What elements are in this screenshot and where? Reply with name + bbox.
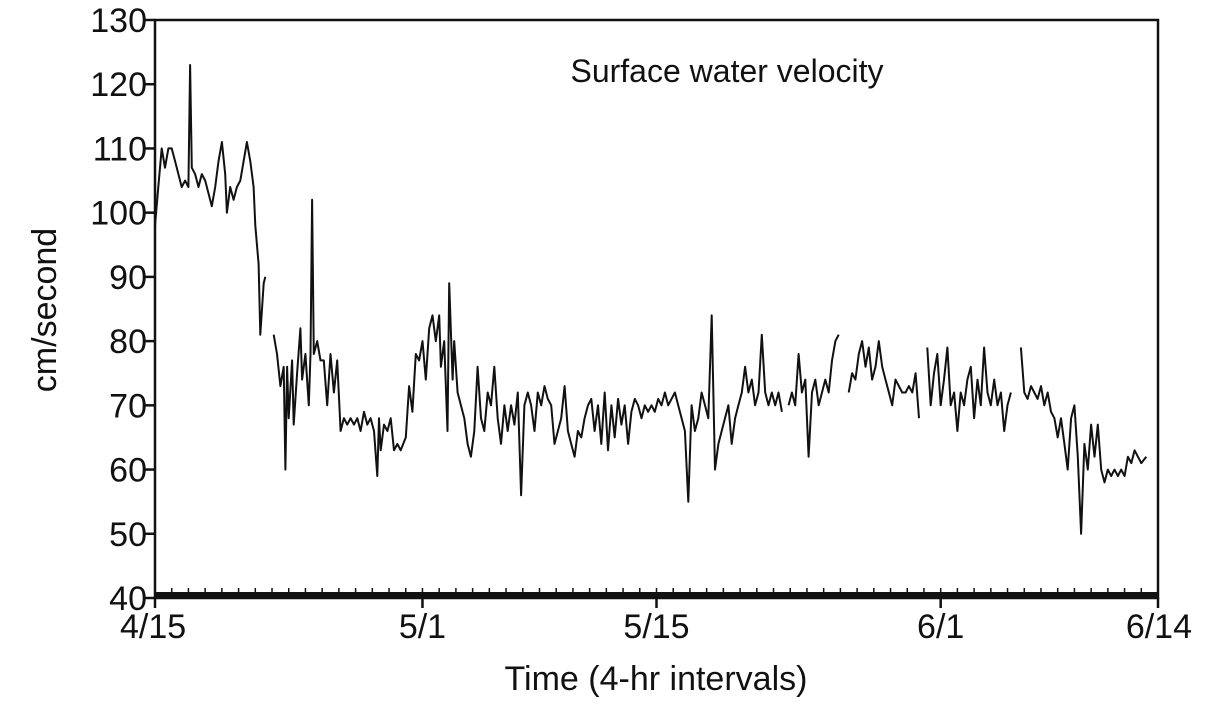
y-tick-label: 60	[109, 452, 147, 490]
x-tick-label: 4/15	[120, 608, 186, 646]
y-tick-label: 80	[109, 323, 147, 361]
plot-frame	[153, 18, 1160, 600]
y-tick-label: 100	[90, 195, 147, 233]
y-tick-label: 50	[109, 516, 147, 554]
y-tick-label: 130	[90, 2, 147, 40]
series-line	[272, 198, 783, 503]
x-tick-label: 5/1	[399, 608, 446, 646]
x-tick-label: 6/1	[917, 608, 964, 646]
x-axis-label: Time (4-hr intervals)	[505, 660, 808, 698]
series-line	[847, 340, 920, 419]
x-tick-label: 5/15	[623, 608, 689, 646]
y-tick-label: 70	[109, 387, 147, 425]
series-line	[926, 346, 1012, 432]
series-line	[1019, 347, 1148, 535]
y-tick-label: 110	[93, 130, 147, 168]
y-axis: 40 50 60 70 80 90 100 110 120 130	[90, 2, 155, 618]
y-axis-label: cm/second	[26, 228, 64, 392]
x-tick-label: 6/14	[1126, 608, 1192, 646]
series-line	[154, 64, 267, 336]
x-axis: 4/15 5/1 5/15 6/1 6/14	[120, 588, 1192, 646]
y-tick-label: 90	[109, 259, 147, 297]
chart-title: Surface water velocity	[570, 53, 883, 89]
y-tick-label: 120	[90, 66, 147, 104]
y-tick-label: 40	[109, 580, 147, 618]
series-line	[787, 334, 840, 458]
series-layer	[154, 64, 1148, 535]
